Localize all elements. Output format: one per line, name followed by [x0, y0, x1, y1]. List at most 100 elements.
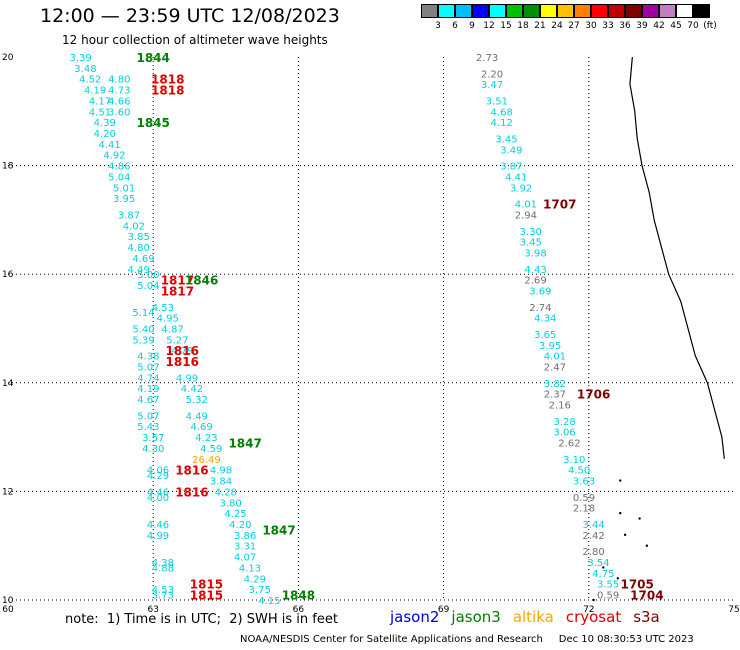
wave-height-value: 3.73: [152, 591, 174, 602]
colorbar-label: 21: [534, 21, 546, 31]
colorbar-label: 12: [483, 21, 495, 31]
lat-tick-label: 14: [2, 379, 14, 389]
map-title: 12:00 — 23:59 UTC 12/08/2023: [40, 5, 340, 27]
colorbar-swatch: [574, 4, 591, 18]
wave-height-value: 4.95: [157, 314, 179, 325]
track-time-label: 1818: [151, 73, 184, 87]
lat-tick-label: 20: [2, 53, 14, 63]
wave-height-value: 2.69: [524, 276, 546, 287]
track-time-label: 1817: [161, 274, 194, 288]
colorbar-label: 33: [602, 21, 614, 31]
wave-height-value: 4.20: [94, 129, 116, 140]
lon-tick-label: 75: [728, 605, 739, 615]
wave-height-value: 4.19: [84, 86, 106, 97]
wave-height-value: 4.98: [210, 466, 232, 477]
colorbar-swatch: [506, 4, 523, 18]
wave-height-value: 4.30: [142, 444, 164, 455]
island-marker: [623, 533, 627, 537]
wave-height-value: 2.16: [549, 401, 571, 412]
wave-height-value: 4.50: [568, 466, 590, 477]
colorbar-label: 42: [653, 21, 665, 31]
wave-height-value: 3.87: [500, 162, 522, 173]
wave-height-value: 4.25: [224, 509, 246, 520]
wave-height-value: 4.19: [137, 384, 159, 395]
wave-height-value: 3.06: [553, 428, 575, 439]
lon-tick-label: 72: [583, 605, 594, 615]
lat-tick-label: 16: [2, 270, 14, 280]
wave-height-value: 3.48: [74, 64, 96, 75]
wave-height-value: 4.99: [176, 373, 198, 384]
wave-height-value: 4.38: [152, 558, 174, 569]
legend-cryosat: cryosat: [565, 608, 622, 626]
track-time-label: 1816: [175, 485, 208, 499]
legend-jason3: jason3: [451, 608, 501, 626]
wave-height-value: 4.34: [534, 314, 556, 325]
wave-height-value: 4.46: [147, 520, 169, 531]
wave-height-value: 4.73: [108, 86, 130, 97]
wave-height-value: 4.66: [108, 96, 130, 107]
wave-height-value: 5.04: [108, 172, 130, 183]
wave-height-value: 4.41: [99, 140, 121, 151]
colorbar-label: 6: [452, 21, 458, 31]
track-time-label: 1844: [136, 51, 169, 65]
colorbar-label: 39: [636, 21, 648, 31]
wave-height-value: 4.43: [524, 265, 546, 276]
wave-height-value: 3.49: [500, 145, 522, 156]
wave-height-value: 4.53: [152, 303, 174, 314]
wave-height-value: 5.04: [137, 281, 159, 292]
wave-height-value: 4.51: [89, 107, 111, 118]
island-marker: [619, 511, 622, 515]
track-time-label: 1815: [190, 578, 223, 592]
wave-height-value: 3.75: [249, 585, 271, 596]
wave-height-value: 3.92: [510, 183, 532, 194]
wave-height-value: 3.54: [587, 558, 609, 569]
wave-height-value: 5.27: [166, 335, 188, 346]
colorbar-swatch: [608, 4, 625, 18]
island-marker: [592, 598, 595, 602]
wave-height-value: 4.69: [190, 422, 212, 433]
wave-height-value: 4.59: [200, 444, 222, 455]
wave-height-value: 3.47: [481, 80, 503, 91]
wave-height-value: 3.44: [583, 520, 605, 531]
track-time-label: 1847: [228, 437, 261, 451]
coastline: [629, 56, 725, 459]
wave-height-value: 4.28: [215, 487, 237, 498]
wave-height-value: 2.74: [529, 303, 551, 314]
wave-height-value: 3.57: [142, 433, 164, 444]
colorbar-swatch: [693, 4, 710, 18]
wave-height-value: 3.45: [520, 238, 542, 249]
wave-height-value: 4.02: [123, 221, 145, 232]
wave-height-value: 4.20: [229, 520, 251, 531]
wave-height-value: 5.00: [137, 270, 159, 281]
wave-height-value: 4.42: [181, 384, 203, 395]
wave-height-value: 2.94: [515, 210, 537, 221]
wave-height-value: 3.45: [495, 134, 517, 145]
island-marker: [616, 577, 620, 580]
wave-height-value: 5.07: [137, 411, 159, 422]
colorbar-swatch: [625, 4, 642, 18]
wave-height-value: 4.23: [195, 433, 217, 444]
wave-height-value: 4.80: [108, 75, 130, 86]
track-time-label: 1705: [620, 578, 653, 592]
wave-height-value: 3.84: [210, 477, 232, 488]
colorbar-swatch: [591, 4, 608, 18]
wave-height-value: 5.39: [132, 335, 154, 346]
wave-height-value: 3.10: [563, 455, 585, 466]
wave-height-value: 5.14: [132, 308, 154, 319]
wave-height-value: 5.40: [132, 325, 154, 336]
wave-height-value: 3.95: [113, 194, 135, 205]
lat-tick-label: 10: [2, 596, 14, 606]
wave-height-value: 4.12: [491, 118, 513, 129]
wave-height-value: 4.17: [89, 96, 111, 107]
legend-altika: altika: [512, 608, 554, 626]
colorbar-label: 30: [585, 21, 597, 31]
wave-height-value: 2.62: [558, 439, 580, 450]
wave-height-value: 4.01: [544, 352, 566, 363]
wave-height-value: 5.01: [113, 183, 135, 194]
wave-height-value: 4.39: [94, 118, 116, 129]
colorbar-label: 24: [551, 21, 563, 31]
wave-height-value: 4.29: [244, 574, 266, 585]
wave-height-value: 2.37: [544, 390, 566, 401]
wave-height-value: 5.32: [186, 395, 208, 406]
